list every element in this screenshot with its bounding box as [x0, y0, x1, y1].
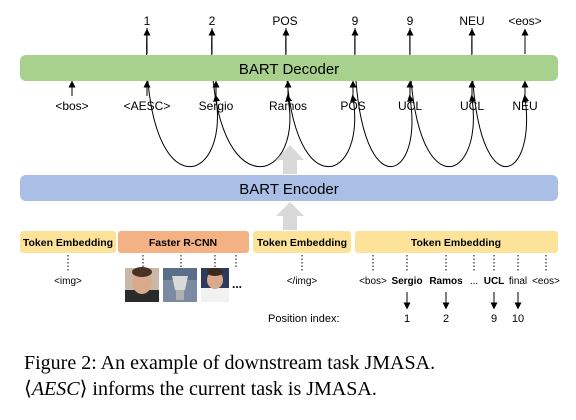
faster-rcnn-box — [118, 231, 249, 253]
encoder-input-ramos: Ramos — [429, 276, 463, 287]
token-embedding-box-1 — [20, 231, 116, 253]
encoder-to-decoder-arrow — [276, 145, 304, 174]
encoder-input-img: <img> — [54, 276, 82, 287]
decoder-input-ucl-2: UCL — [460, 99, 484, 113]
decoder-output-6: NEU — [459, 14, 484, 28]
decoder-input-arrows — [68, 80, 529, 96]
token-embedding-box-2 — [253, 231, 351, 253]
position-index-2: 2 — [443, 313, 449, 325]
position-index-3: 9 — [491, 313, 497, 325]
bart-decoder-box — [20, 55, 558, 81]
decoder-input-ramos: Ramos — [269, 99, 307, 113]
caption-line-2-rest: informs the current task is JMASA. — [87, 378, 377, 400]
decoder-input-neu: NEU — [512, 99, 537, 113]
token-embedding-label-3: Token Embedding — [411, 237, 501, 249]
encoder-input-ucl: UCL — [484, 276, 505, 287]
faster-rcnn-label: Faster R-CNN — [149, 237, 217, 249]
decoder-input-pos: POS — [340, 99, 365, 113]
token-embedding-box-3 — [355, 231, 558, 253]
position-index-label: Position index: — [268, 313, 340, 325]
bart-encoder-label: BART Encoder — [239, 181, 339, 198]
encoder-input-sergio: Sergio — [391, 276, 422, 287]
decoder-output-7: <eos> — [508, 14, 541, 28]
encoder-input-final: final — [509, 276, 527, 287]
decoder-input-aesc: <AESC> — [124, 99, 171, 113]
position-arrows — [403, 292, 522, 310]
image-region-1 — [125, 267, 159, 302]
position-index-1: 1 — [404, 313, 410, 325]
encoder-input-eos: <eos> — [532, 276, 560, 287]
decoder-input-bos: <bos> — [55, 99, 88, 113]
encoder-input-bos: <bos> — [359, 276, 387, 287]
caption-line-1: Figure 2: An example of downstream task … — [24, 352, 436, 374]
caption-aesc-token: AESC — [31, 378, 80, 400]
feedback-curves — [146, 27, 529, 168]
decoder-output-arrows — [143, 28, 529, 54]
dotted-connectors — [67, 255, 547, 272]
figure-caption: Figure 2: An example of downstream task … — [24, 350, 556, 402]
position-index-4: 10 — [512, 313, 524, 325]
image-region-2 — [163, 268, 197, 302]
encoder-input-ellipsis: ... — [470, 276, 478, 287]
bart-encoder-box — [20, 175, 558, 201]
encoder-input-img-end: </img> — [287, 276, 318, 287]
decoder-output-4: 9 — [352, 14, 359, 28]
caption-line-2: ⟨AESC⟩ informs the current task is JMASA… — [24, 378, 377, 400]
decoder-output-2: 2 — [209, 14, 216, 28]
token-embedding-label-1: Token Embedding — [23, 237, 113, 249]
decoder-input-ucl-1: UCL — [398, 99, 422, 113]
image-region-3 — [201, 268, 229, 302]
embedding-to-encoder-arrow — [276, 202, 304, 230]
decoder-output-1: 1 — [144, 14, 151, 28]
decoder-input-sergio: Sergio — [199, 99, 234, 113]
decoder-output-3: POS — [272, 14, 297, 28]
token-embedding-label-2: Token Embedding — [257, 237, 347, 249]
diagram: 1 2 POS 9 9 NEU <eos> BART Decoder <bos>… — [20, 14, 560, 325]
decoder-output-5: 9 — [407, 14, 414, 28]
bart-decoder-label: BART Decoder — [239, 61, 339, 78]
image-ellipsis: ... — [232, 277, 242, 291]
